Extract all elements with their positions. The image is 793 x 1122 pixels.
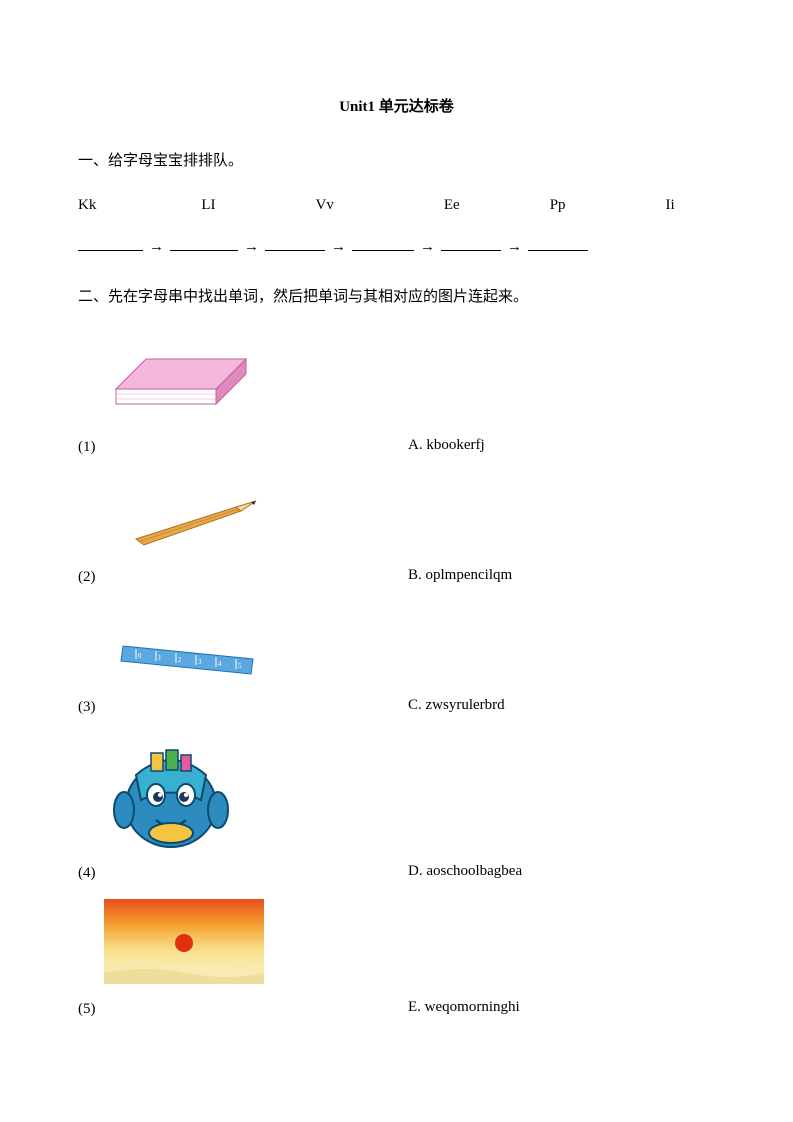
svg-text:2: 2 [178,656,182,664]
question-row: (5) E. weqomorninghi [78,891,715,1021]
svg-text:4: 4 [218,660,222,668]
svg-text:0: 0 [138,652,142,660]
answer-label: D. aoschoolbagbea [408,859,522,885]
answer-label: E. weqomorninghi [408,995,520,1021]
fill-blank[interactable] [352,235,414,251]
fill-blank[interactable] [441,235,501,251]
question-row: (4) D. aoschoolbagbea [78,725,715,885]
pencil-icon [96,489,276,559]
fill-blank[interactable] [170,235,238,251]
letter-item: Kk [78,193,96,217]
fill-blank[interactable] [265,235,325,251]
question-number: (5) [78,997,96,1021]
section1-heading: 一、给字母宝宝排排队。 [78,149,715,173]
section2-heading: 二、先在字母串中找出单词，然后把单词与其相对应的图片连起来。 [78,285,715,309]
question-row: (2) B. oplmpencilqm [78,489,715,589]
answer-label: A. kbookerfj [408,433,485,459]
question-number: (4) [78,861,96,885]
page-title: Unit1 单元达标卷 [78,95,715,119]
letter-item: Vv [316,193,334,217]
fill-blank[interactable] [528,235,588,251]
answer-label: C. zwsyrulerbrd [408,693,505,719]
question-row: (1) A. kbookerfj [78,329,715,459]
fill-blank[interactable] [78,235,143,251]
svg-text:1: 1 [158,654,162,662]
question-row: 0 1 2 3 4 5 (3) C. zwsyrulerbrd [78,619,715,719]
letter-item: Ii [666,193,675,217]
letter-item: LI [201,193,215,217]
svg-text:5: 5 [238,662,242,670]
question-number: (1) [78,435,96,459]
arrow-icon: → [331,235,346,259]
arrow-icon: → [244,235,259,259]
question-number: (2) [78,565,96,589]
svg-text:3: 3 [198,658,202,666]
letter-item: Pp [550,193,566,217]
arrow-icon: → [149,235,164,259]
letter-row: Kk LI Vv Ee Pp Ii [78,193,715,217]
arrow-icon: → [420,235,435,259]
ruler-icon: 0 1 2 3 4 5 [96,619,276,689]
question-number: (3) [78,695,96,719]
arrow-icon: → [507,235,522,259]
book-icon [96,329,266,429]
sunrise-icon [96,891,271,991]
letter-item: Ee [444,193,460,217]
answer-label: B. oplmpencilqm [408,563,512,589]
schoolbag-icon [96,725,246,855]
arrow-row: → → → → → [78,235,715,259]
